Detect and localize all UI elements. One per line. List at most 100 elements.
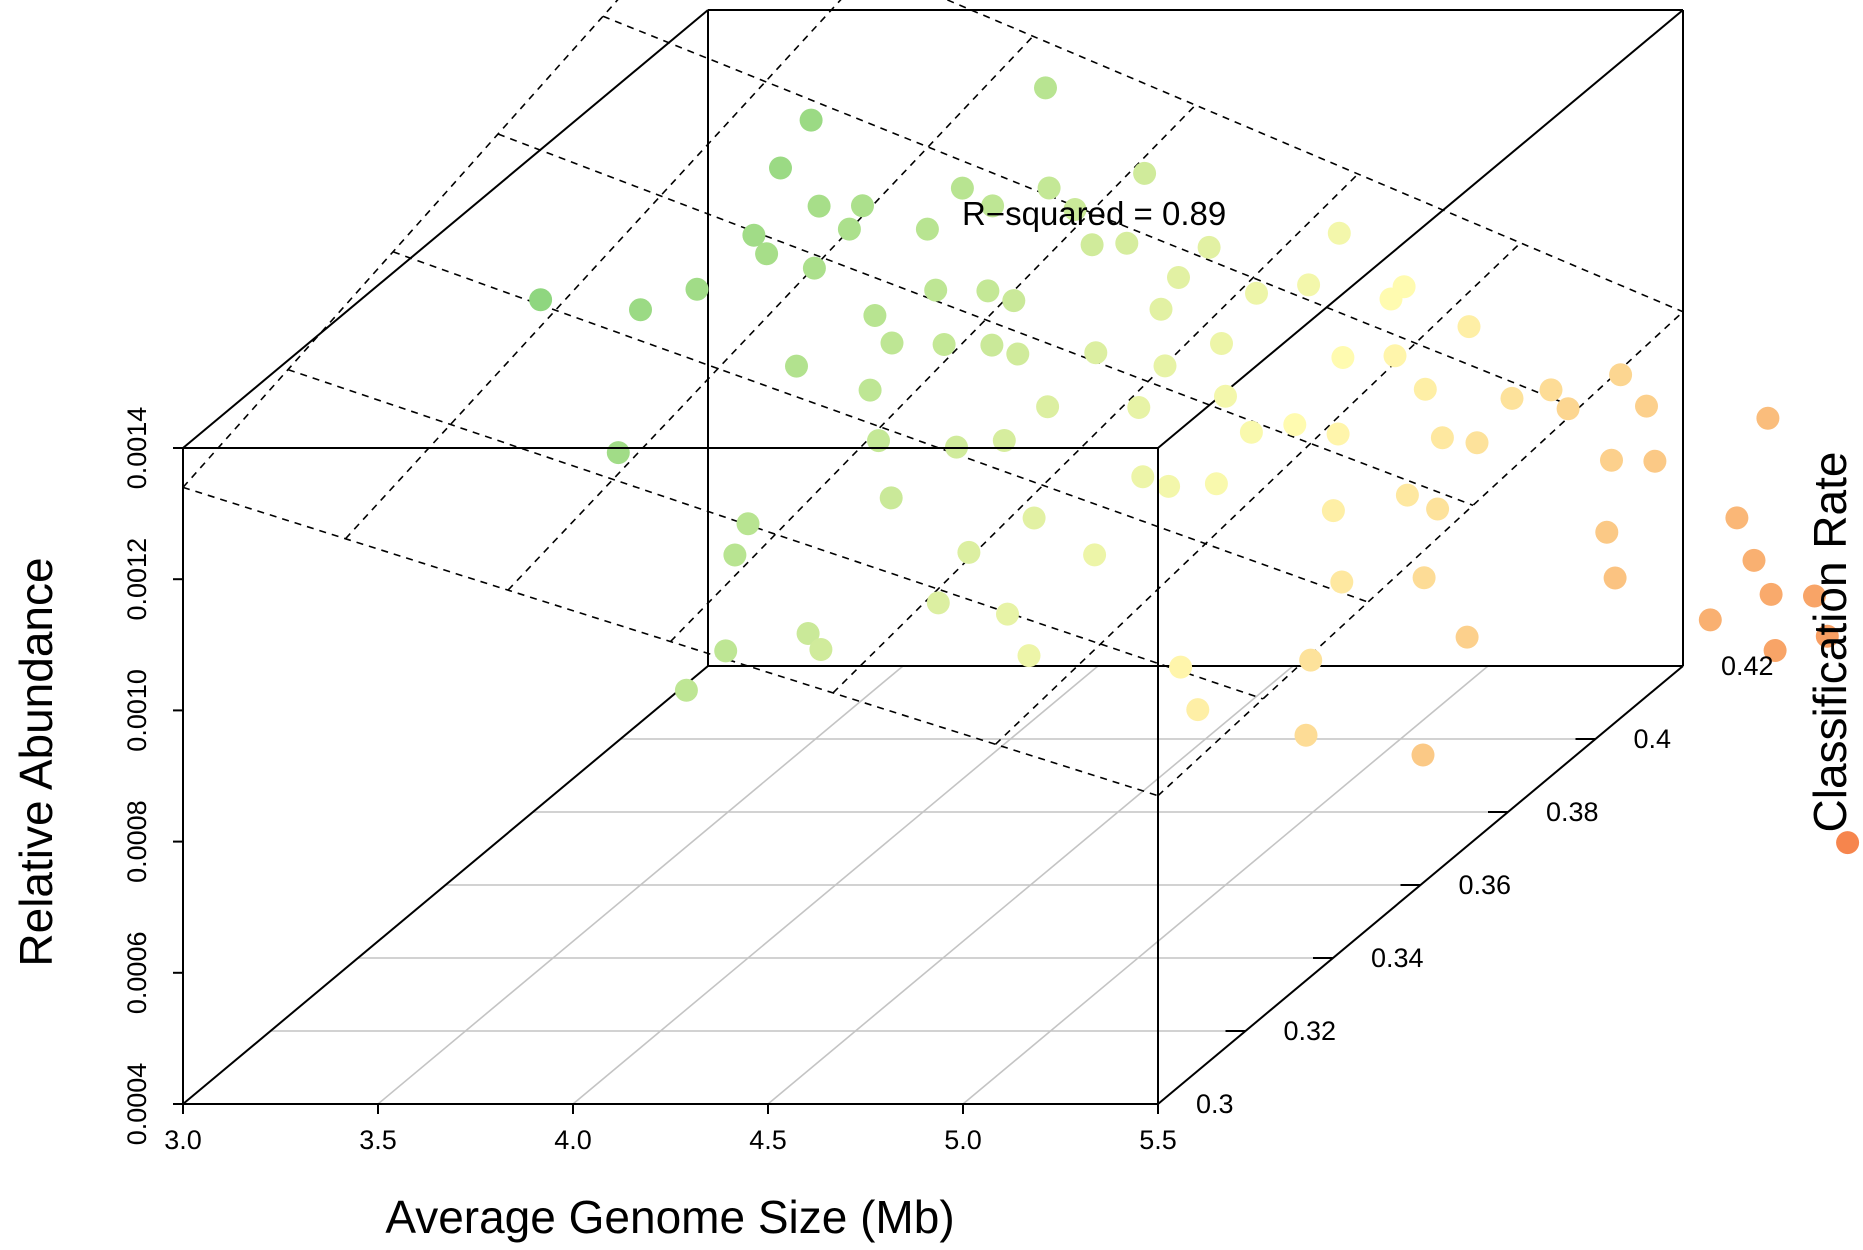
z-tick-label-4: 0.0012 (122, 538, 152, 621)
data-point-55 (1331, 346, 1355, 369)
z-tick-label-5: 0.0014 (122, 407, 152, 490)
x-axis-title: Average Genome Size (Mb) (385, 1191, 954, 1243)
plane-line-x-3 (669, 104, 1197, 643)
data-point-46 (1214, 384, 1237, 408)
data-point-12 (1034, 76, 1057, 100)
data-point-84 (1186, 698, 1210, 722)
data-point-34 (674, 678, 698, 702)
regression-plane (182, 0, 1684, 797)
data-point-77 (1759, 582, 1783, 606)
x-axis-ticks: 3.0 3.5 4.0 4.5 5.0 5.5 (164, 1104, 1177, 1155)
data-point-93 (1167, 266, 1190, 289)
data-point-59 (1379, 287, 1403, 311)
data-point-62 (1413, 377, 1437, 401)
y-axis-ticks: 0.3 0.32 0.34 0.36 0.38 0.4 0.42 (1138, 651, 1774, 1119)
y-axis-title: Classification Rate (1804, 452, 1856, 833)
data-point-28 (1133, 161, 1157, 185)
plot-box-back-edges (182, 9, 1684, 1105)
data-point-80 (1815, 624, 1839, 648)
y-tick-label-2: 0.34 (1371, 943, 1424, 973)
data-point-67 (1609, 363, 1633, 387)
data-point-96 (926, 591, 950, 615)
data-point-101 (1330, 570, 1354, 594)
data-point-57 (1383, 344, 1407, 368)
data-point-6 (755, 242, 779, 266)
data-point-54 (1204, 472, 1228, 496)
data-point-79 (1763, 639, 1787, 662)
data-point-10 (837, 217, 861, 241)
z-tick-label-0: 0.0004 (122, 1063, 152, 1146)
plane-line-y-1 (287, 368, 1264, 700)
data-point-0 (799, 108, 823, 132)
floor-grid (270, 665, 1596, 1105)
data-point-13 (950, 176, 974, 200)
data-point-51 (1017, 644, 1041, 668)
data-point-35 (796, 622, 820, 645)
data-point-21 (932, 333, 956, 356)
data-point-48 (1157, 474, 1181, 498)
x-tick-label-0: 3.0 (164, 1125, 202, 1155)
data-point-81 (1412, 566, 1436, 590)
data-point-53 (1239, 420, 1263, 444)
data-point-100 (1556, 397, 1580, 421)
data-point-50 (996, 602, 1019, 626)
data-point-25 (1063, 198, 1087, 221)
x-tick-label-1: 3.5 (359, 1125, 397, 1155)
data-points (529, 76, 1860, 855)
x-tick-label-3: 4.5 (749, 1125, 787, 1155)
data-point-73 (1756, 406, 1780, 430)
data-point-65 (1500, 386, 1524, 410)
data-point-71 (1595, 520, 1619, 544)
y-tick-label-4: 0.38 (1546, 797, 1599, 827)
x-tick-label-5: 5.5 (1139, 1125, 1177, 1155)
r-squared-annotation: R−squared = 0.89 (962, 195, 1226, 232)
data-point-8 (851, 194, 874, 218)
data-point-9 (802, 256, 826, 280)
data-point-26 (1006, 342, 1030, 366)
data-point-78 (1803, 584, 1826, 608)
data-point-74 (1725, 506, 1749, 530)
data-point-44 (1210, 332, 1233, 355)
data-point-58 (1326, 422, 1350, 446)
data-point-97 (809, 638, 833, 661)
data-point-64 (1395, 483, 1419, 507)
plane-line-x-2 (507, 35, 1034, 591)
box-edge-top-right (1157, 9, 1684, 449)
data-point-15 (863, 304, 887, 327)
z-tick-label-2: 0.0008 (122, 800, 152, 883)
data-point-91 (1321, 499, 1345, 523)
plane-line-x-4 (832, 173, 1359, 694)
data-point-75 (1742, 548, 1766, 572)
data-point-30 (1037, 176, 1061, 200)
y-tick-label-3: 0.36 (1459, 870, 1512, 900)
y-tick-label-1: 0.32 (1284, 1016, 1337, 1046)
x-tick-label-2: 4.0 (554, 1125, 592, 1155)
data-point-41 (1127, 396, 1151, 419)
data-point-98 (606, 441, 630, 465)
data-point-32 (736, 512, 760, 536)
data-point-68 (1635, 394, 1658, 418)
data-point-37 (992, 429, 1016, 452)
data-point-19 (858, 378, 882, 402)
data-point-92 (1327, 221, 1351, 245)
data-point-83 (1411, 743, 1435, 767)
z-tick-label-1: 0.0006 (122, 932, 152, 1015)
data-point-69 (1600, 448, 1623, 472)
data-point-24 (1002, 289, 1026, 313)
data-point-76 (1698, 608, 1722, 632)
data-point-4 (685, 277, 709, 301)
plane-line-x-1 (344, 0, 842, 540)
data-point-27 (1080, 233, 1104, 257)
data-point-70 (1643, 449, 1667, 473)
data-point-72 (1603, 566, 1627, 590)
data-point-90 (1465, 431, 1489, 455)
data-point-33 (723, 543, 747, 567)
z-axis-ticks: 0.0004 0.0006 0.0008 0.0010 0.0012 0.0014 (122, 407, 183, 1146)
data-point-20 (867, 429, 890, 453)
data-point-18 (924, 278, 948, 302)
plane-line-x-0 (182, 0, 619, 488)
box-edge-floor-left (182, 665, 709, 1105)
data-point-2 (529, 288, 553, 312)
z-axis-title: Relative Abundance (10, 557, 62, 966)
